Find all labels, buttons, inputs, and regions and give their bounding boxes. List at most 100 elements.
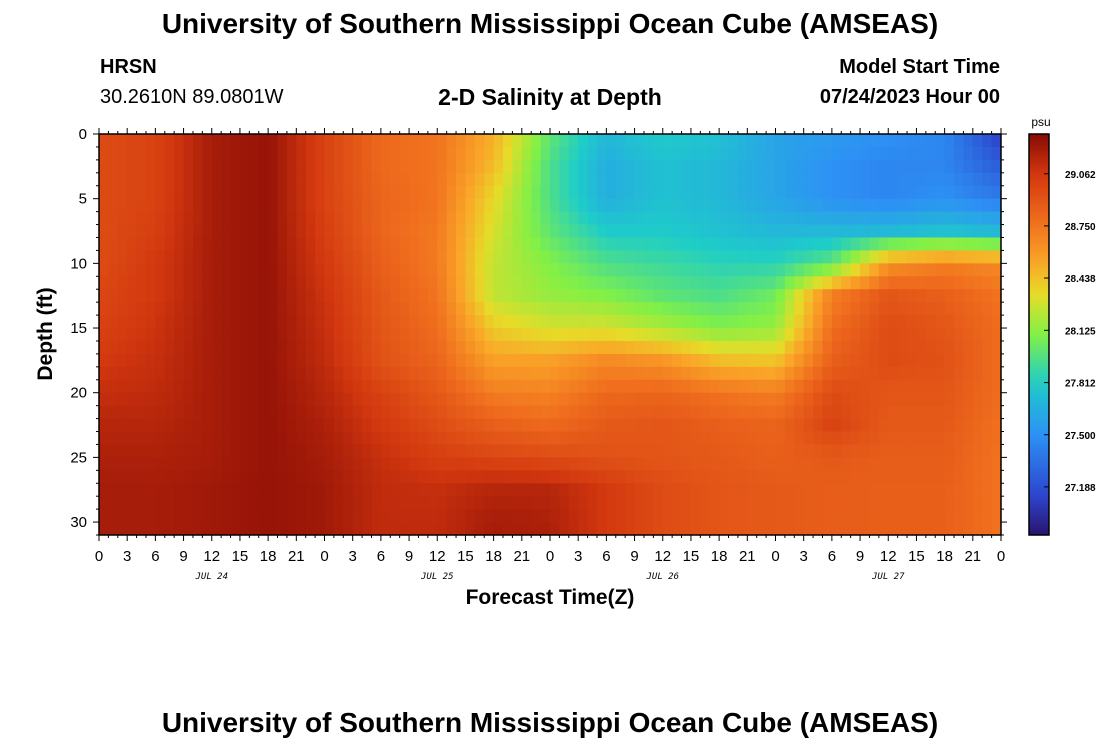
heatmap-cell — [568, 483, 579, 497]
heatmap-cell — [850, 185, 861, 200]
heatmap-cell — [540, 185, 551, 200]
heatmap-cell — [99, 353, 109, 368]
heatmap-cell — [437, 379, 448, 394]
heatmap-cell — [672, 185, 682, 200]
heatmap-cell — [427, 250, 438, 264]
heatmap-cell — [333, 224, 344, 238]
heatmap-cell — [972, 444, 983, 458]
heatmap-cell — [456, 224, 466, 238]
heatmap-cell — [145, 431, 156, 445]
heatmap-cell — [380, 353, 391, 368]
heatmap-cell — [230, 444, 241, 458]
heatmap-cell — [775, 522, 786, 536]
heatmap-cell — [831, 431, 842, 445]
heatmap-cell — [192, 470, 203, 484]
x-tick-label: 3 — [349, 548, 357, 565]
heatmap-cell — [606, 263, 617, 277]
heatmap-cell — [963, 483, 974, 497]
heatmap-cell — [296, 509, 307, 523]
heatmap-cell — [991, 172, 1002, 187]
heatmap-cell — [578, 237, 588, 251]
heatmap-cell — [343, 250, 354, 264]
heatmap-cell — [117, 509, 128, 523]
heatmap-cell — [991, 496, 1002, 510]
heatmap-cell — [371, 353, 382, 368]
heatmap-cell — [211, 405, 222, 419]
heatmap-cell — [888, 276, 899, 290]
heatmap-cell — [380, 431, 391, 445]
heatmap-cell — [315, 198, 325, 213]
heatmap-cell — [258, 522, 269, 536]
heatmap-cell — [728, 289, 739, 303]
heatmap-cell — [550, 198, 560, 213]
heatmap-cell — [869, 134, 880, 148]
heatmap-cell — [747, 379, 758, 394]
heatmap-cell — [315, 250, 325, 264]
heatmap-cell — [709, 483, 720, 497]
heatmap-cell — [728, 211, 739, 225]
heatmap-cell — [963, 522, 974, 536]
heatmap-cell — [145, 276, 156, 290]
heatmap-cell — [108, 366, 119, 381]
heatmap-cell — [700, 185, 711, 200]
heatmap-cell — [474, 134, 485, 148]
heatmap-cell — [456, 289, 466, 303]
heatmap-cell — [174, 211, 184, 225]
heatmap-cell — [897, 457, 908, 471]
heatmap-cell — [352, 483, 363, 497]
heatmap-cell — [719, 263, 729, 277]
heatmap-cell — [108, 276, 119, 290]
heatmap-cell — [362, 522, 372, 536]
heatmap-cell — [860, 302, 870, 316]
heatmap-cell — [333, 315, 344, 329]
heatmap-cell — [343, 276, 354, 290]
heatmap-cell — [493, 276, 504, 290]
heatmap-cell — [202, 379, 213, 394]
heatmap-cell — [794, 276, 805, 290]
heatmap-cell — [324, 237, 335, 251]
heatmap-cell — [954, 302, 964, 316]
heatmap-cell — [653, 172, 664, 187]
heatmap-cell — [277, 146, 288, 161]
heatmap-cell — [719, 496, 729, 510]
heatmap-cell — [230, 392, 241, 407]
heatmap-cell — [305, 379, 316, 394]
heatmap-cell — [775, 263, 786, 277]
heatmap-cell — [531, 172, 542, 187]
heatmap-cell — [333, 159, 344, 174]
heatmap-cell — [380, 470, 391, 484]
heatmap-cell — [239, 289, 250, 303]
heatmap-cell — [935, 444, 946, 458]
heatmap-cell — [907, 263, 917, 277]
heatmap-cell — [249, 315, 260, 329]
heatmap-cell — [437, 340, 448, 355]
heatmap-cell — [456, 159, 466, 174]
heatmap-cell — [944, 302, 955, 316]
heatmap-cell — [343, 431, 354, 445]
y-tick-label: 15 — [70, 320, 87, 337]
heatmap-cell — [202, 392, 213, 407]
heatmap-cell — [456, 509, 466, 523]
heatmap-cell — [897, 418, 908, 432]
heatmap-cell — [831, 289, 842, 303]
heatmap-cell — [550, 418, 560, 432]
heatmap-cell — [841, 431, 852, 445]
heatmap-cell — [540, 379, 551, 394]
heatmap-cell — [719, 431, 729, 445]
heatmap-cell — [249, 172, 260, 187]
heatmap-cell — [390, 340, 401, 355]
heatmap-cell — [991, 470, 1002, 484]
heatmap-cell — [568, 263, 579, 277]
heatmap-cell — [690, 237, 701, 251]
heatmap-cell — [634, 431, 645, 445]
heatmap-cell — [465, 263, 476, 277]
heatmap-cell — [136, 250, 147, 264]
heatmap-cell — [155, 146, 166, 161]
heatmap-cell — [831, 315, 842, 329]
heatmap-cell — [625, 353, 635, 368]
heatmap-cell — [963, 328, 974, 342]
heatmap-cell — [484, 470, 495, 484]
heatmap-cell — [766, 444, 776, 458]
heatmap-cell — [803, 315, 814, 329]
heatmap-cell — [296, 134, 307, 148]
